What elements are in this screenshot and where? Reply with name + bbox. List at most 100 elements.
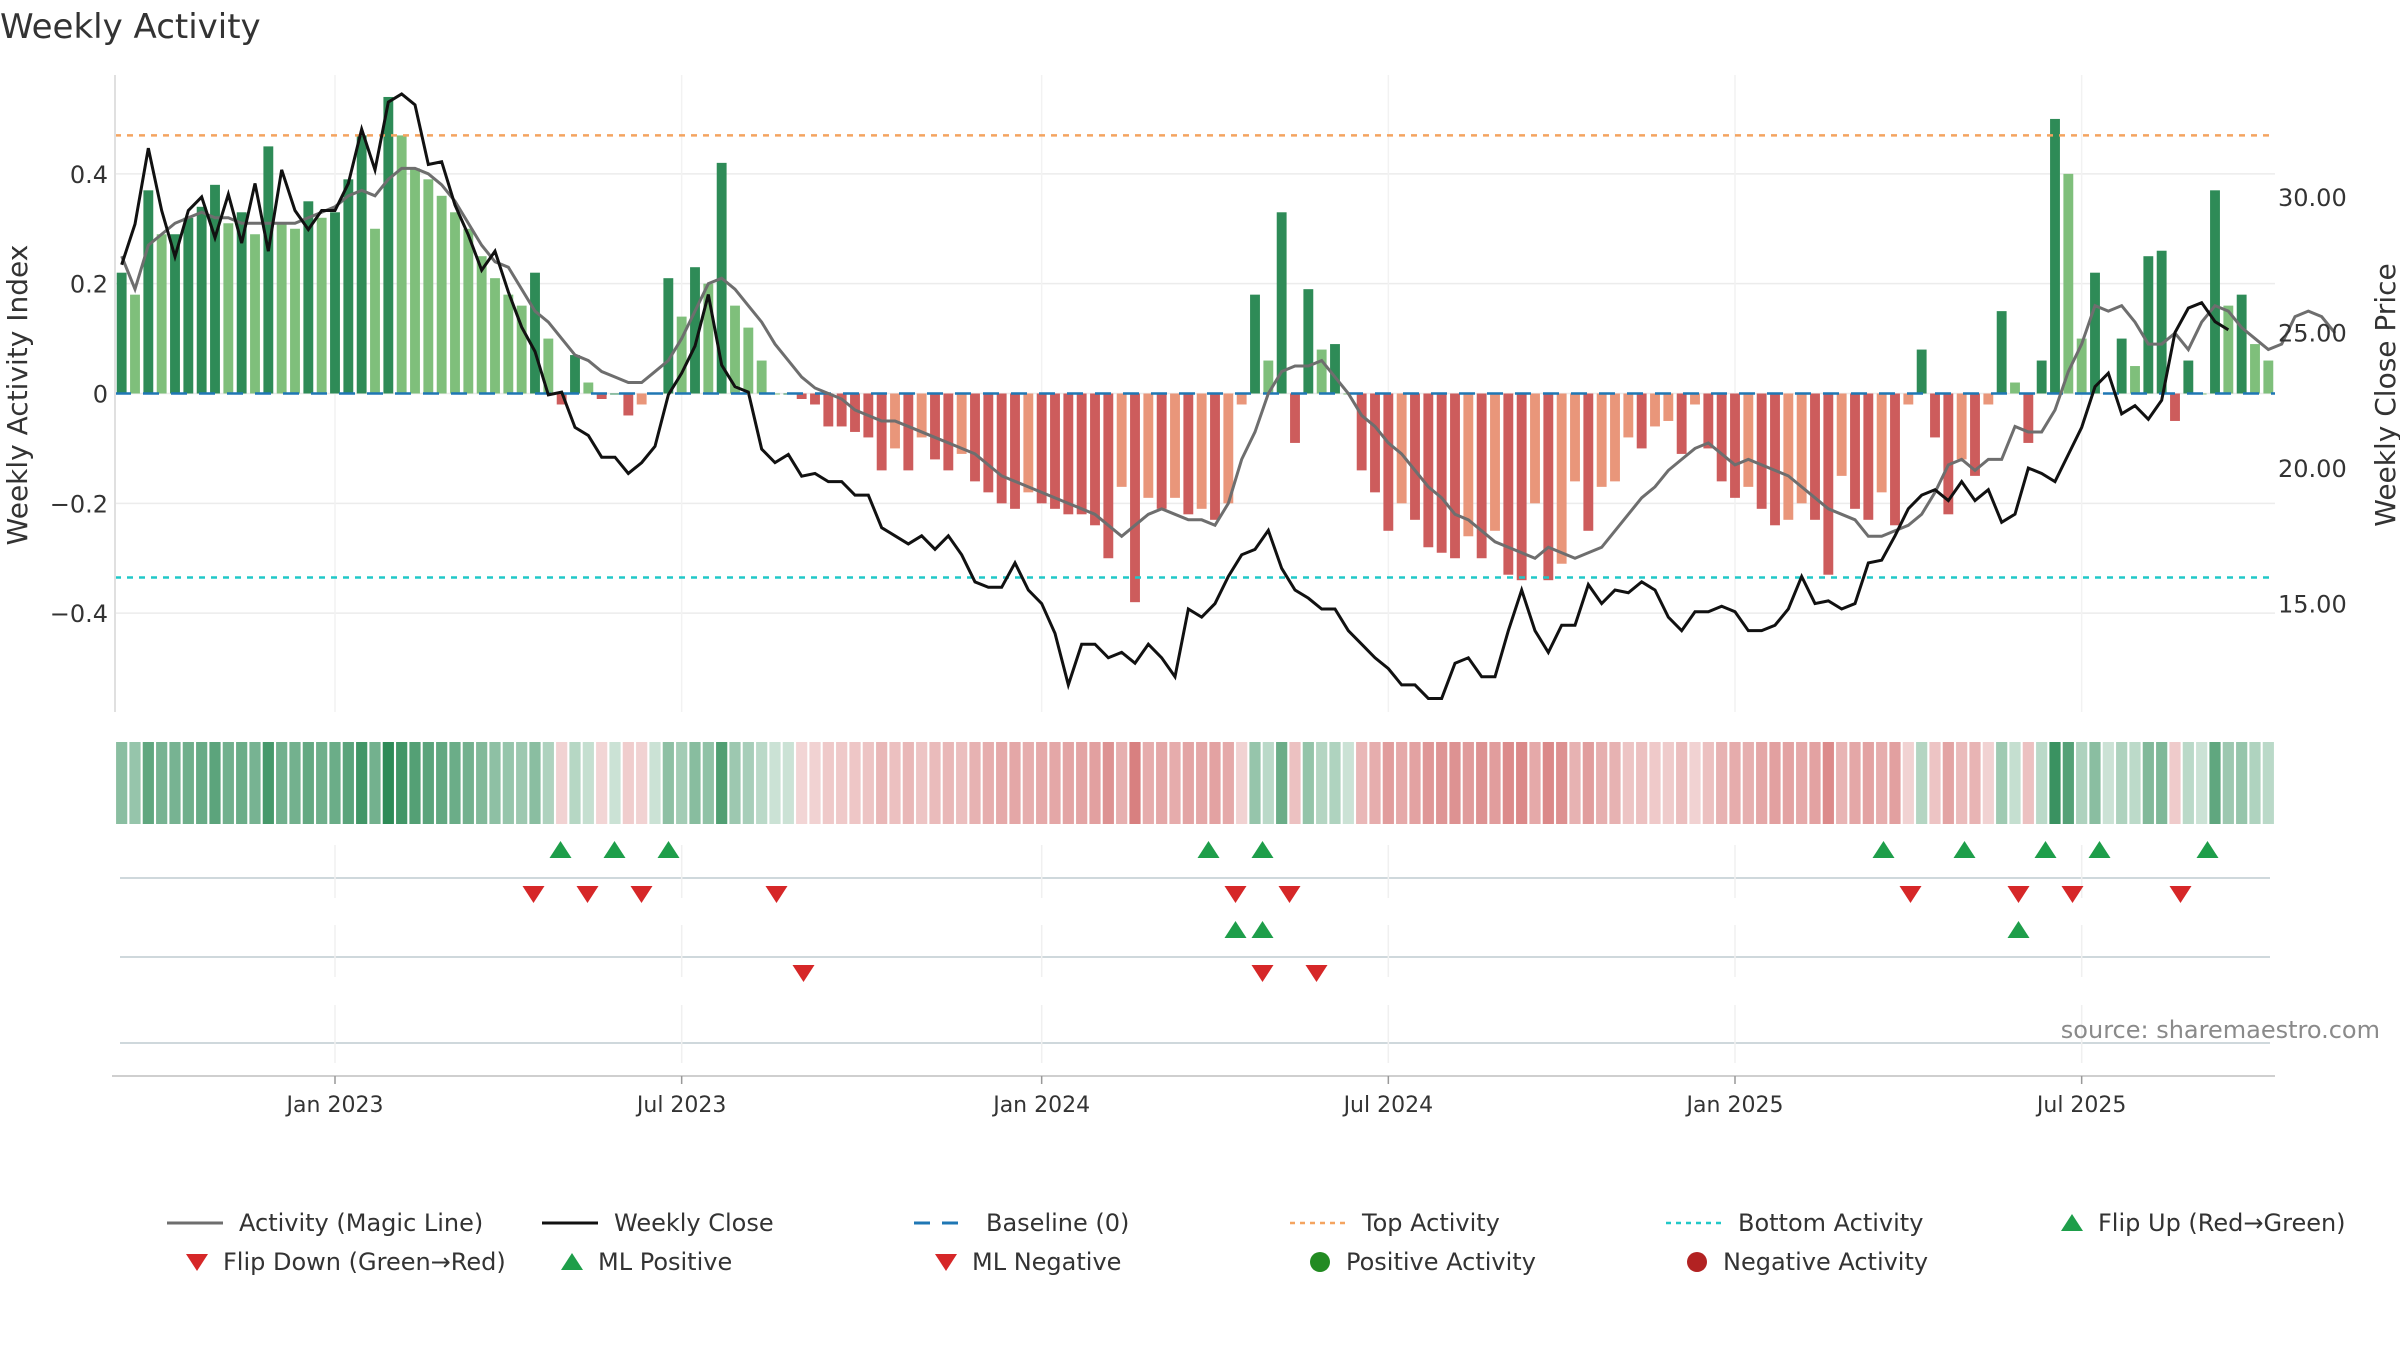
heat-cell: [822, 742, 834, 824]
heat-cell: [1769, 742, 1781, 824]
activity-bar: [1823, 393, 1834, 575]
heat-cell: [902, 742, 914, 824]
heat-cell: [1916, 742, 1928, 824]
legend-swatch: [1666, 1221, 1722, 1225]
activity-bar: [1023, 393, 1034, 493]
activity-bar: [543, 338, 554, 394]
heat-cell: [769, 742, 781, 824]
chart-title: Weekly Activity: [0, 7, 261, 47]
legend-label: Bottom Activity: [1738, 1209, 1924, 1237]
legend-swatch: [542, 1221, 598, 1225]
activity-bar: [303, 201, 314, 394]
activity-bar: [2130, 366, 2140, 394]
heat-cell: [2196, 742, 2208, 824]
heat-cell: [196, 742, 208, 824]
legend-label: Top Activity: [1362, 1209, 1500, 1237]
flip-down-marker: [1278, 886, 1301, 903]
activity-bar: [810, 393, 820, 405]
flip-up-marker: [1224, 921, 1247, 938]
heat-cell: [2102, 742, 2114, 824]
heat-cell: [556, 742, 568, 824]
activity-bar: [116, 272, 127, 394]
heat-cell: [1316, 742, 1328, 824]
legend-item: Activity (Magic Line): [165, 1209, 483, 1237]
legend-swatch: [914, 1221, 970, 1225]
heat-cell: [2222, 742, 2234, 824]
activity-bar: [730, 305, 740, 394]
flip-down-marker: [1251, 965, 1274, 982]
flip-up-marker: [2034, 841, 2057, 858]
heat-cell: [742, 742, 754, 824]
heat-cell: [1382, 742, 1394, 824]
activity-bar: [183, 217, 194, 394]
heat-cell: [1062, 742, 1074, 824]
y-tick-label: 0: [93, 381, 108, 409]
activity-bar: [450, 212, 460, 394]
heat-cell: [716, 742, 728, 824]
heat-cell: [1716, 742, 1728, 824]
heat-cell: [1076, 742, 1088, 824]
activity-bar: [2223, 305, 2234, 394]
activity-bar: [1543, 393, 1554, 581]
flip-up-marker: [603, 841, 626, 858]
activity-bar: [1956, 393, 1967, 460]
activity-bar: [1863, 393, 1874, 520]
legend-triangle-down: [186, 1254, 208, 1271]
series-lines: [120, 92, 2337, 700]
heat-cell: [1836, 742, 1848, 824]
flip-down-marker: [2061, 886, 2084, 903]
activity-bar: [1983, 393, 1994, 405]
activity-bar: [143, 190, 154, 394]
heat-cell: [2036, 742, 2048, 824]
heat-cell: [1302, 742, 1314, 824]
activity-bar: [1623, 393, 1634, 438]
heat-cell: [1169, 742, 1181, 824]
heat-cell: [1796, 742, 1808, 824]
activity-bar: [836, 393, 847, 427]
heat-cell: [622, 742, 634, 824]
heat-cell: [2022, 742, 2034, 824]
x-tick-label: Jul 2024: [1342, 1093, 1434, 1118]
heat-cell: [849, 742, 861, 824]
heat-cell: [1129, 742, 1141, 824]
heat-cell: [942, 742, 954, 824]
activity-bar: [1783, 393, 1794, 520]
y2-tick-label: 15.00: [2278, 591, 2347, 619]
activity-bar: [876, 393, 887, 471]
heat-cell: [916, 742, 928, 824]
flip-up-marker: [1953, 841, 1976, 858]
heat-cell: [1676, 742, 1688, 824]
heat-cell: [1636, 742, 1648, 824]
activity-bar: [130, 294, 140, 394]
activity-bar: [1303, 289, 1314, 394]
activity-bar: [476, 256, 487, 394]
legend-item: Baseline (0): [912, 1209, 1129, 1237]
activity-bar: [1396, 393, 1407, 504]
legend-item: Top Activity: [1288, 1209, 1500, 1237]
heat-cell: [729, 742, 741, 824]
flip-down-marker: [2169, 886, 2192, 903]
legend-label: Activity (Magic Line): [239, 1209, 484, 1237]
heat-cell: [836, 742, 848, 824]
heat-cell: [2236, 742, 2248, 824]
flip-up-marker: [2007, 921, 2030, 938]
activity-bar: [210, 184, 220, 394]
flip-up-marker: [1197, 841, 1220, 858]
heat-cell: [529, 742, 541, 824]
heat-cell: [1969, 742, 1981, 824]
activity-bar: [2263, 360, 2274, 394]
legend-circle: [1310, 1252, 1330, 1272]
activity-bar: [623, 393, 634, 416]
heat-cell: [1116, 742, 1128, 824]
legend-item: ML Negative: [934, 1248, 1121, 1276]
activity-bar: [1516, 393, 1527, 581]
heat-cell: [329, 742, 341, 824]
activity-bar: [410, 168, 420, 394]
flip-down-marker: [1224, 886, 1247, 903]
heat-cell: [1902, 742, 1914, 824]
activity-bar: [1223, 393, 1234, 504]
y-tick-label: 0.2: [70, 271, 108, 299]
heat-cell: [1622, 742, 1634, 824]
activity-bar: [263, 146, 274, 394]
